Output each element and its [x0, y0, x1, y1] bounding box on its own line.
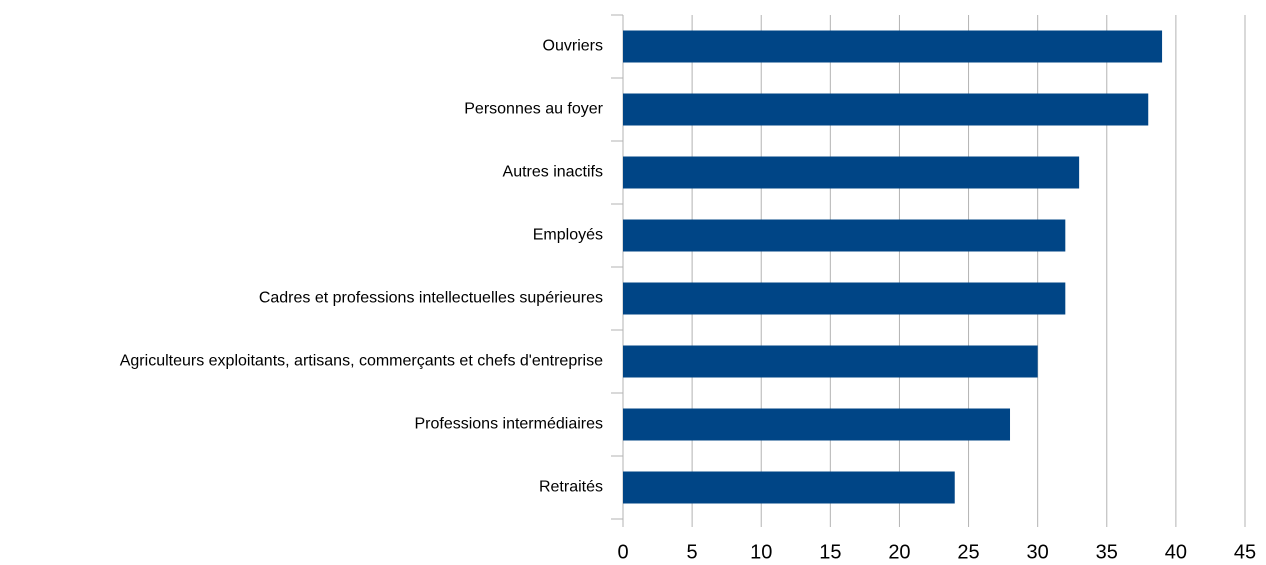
bar [623, 30, 1163, 63]
bar [623, 345, 1038, 378]
y-tick-label: Retraités [539, 479, 603, 496]
x-tick-label: 35 [1096, 541, 1118, 563]
y-tick-label: Autres inactifs [503, 164, 603, 181]
x-tick-label: 15 [819, 541, 841, 563]
y-tick-label: Ouvriers [543, 38, 603, 55]
bar [623, 282, 1066, 315]
y-tick-label: Agriculteurs exploitants, artisans, comm… [120, 353, 603, 370]
bar [623, 219, 1066, 252]
x-tick-label: 45 [1234, 541, 1256, 563]
bar [623, 408, 1011, 441]
x-tick-label: 0 [617, 541, 628, 563]
bar [623, 156, 1080, 189]
x-tick-label: 5 [687, 541, 698, 563]
x-tick-label: 10 [750, 541, 772, 563]
x-tick-label: 40 [1165, 541, 1187, 563]
x-tick-label: 25 [957, 541, 979, 563]
x-tick-label: 30 [1027, 541, 1049, 563]
bar [623, 471, 955, 504]
y-tick-label: Professions intermédiaires [414, 416, 603, 433]
y-tick-label: Cadres et professions intellectuelles su… [259, 290, 603, 307]
y-tick-label: Employés [533, 227, 603, 244]
x-tick-label: 20 [888, 541, 910, 563]
y-tick-label: Personnes au foyer [464, 101, 603, 118]
bar [623, 93, 1149, 126]
